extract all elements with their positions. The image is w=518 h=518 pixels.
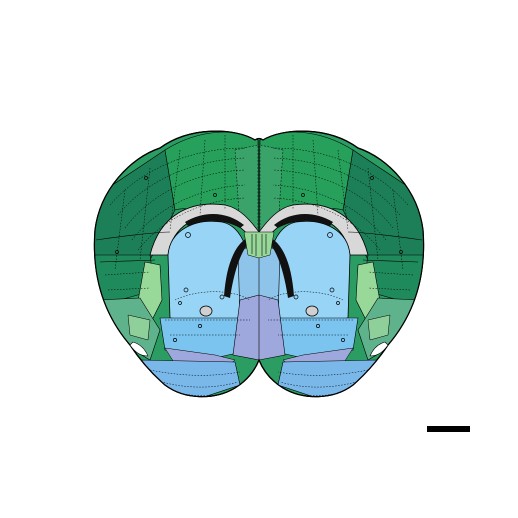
olfactory-bulb-left-tip <box>127 314 151 341</box>
brain-outline-stroke <box>93 130 425 398</box>
cingulate-left <box>234 144 259 233</box>
cingulate-right <box>259 144 284 233</box>
olfactory-bulb-right-tip <box>367 314 391 341</box>
ventral-notch-left <box>129 341 149 357</box>
septal-stripes <box>251 234 267 256</box>
fiber-cap-left <box>185 214 244 228</box>
fiber-cap-right <box>274 214 333 228</box>
vessel-markers <box>115 176 403 342</box>
cortical-layers-left <box>104 135 246 291</box>
cortical-layers-right <box>272 135 414 291</box>
fiber-tract-right <box>267 238 294 298</box>
ventral-notch-right <box>369 341 389 357</box>
anterior-commissure-right <box>305 305 319 317</box>
ventral-striatum-right <box>267 317 359 359</box>
septal-green-patch <box>243 231 275 259</box>
fiber-tract-left <box>224 238 251 298</box>
olfactory-tubercle-right <box>277 359 379 397</box>
cortical-boundaries <box>95 140 423 395</box>
olfactory-tubercle-left <box>139 359 241 397</box>
scale-bar <box>427 426 470 432</box>
ventral-striatum-left <box>159 317 251 359</box>
anterior-commissure-left <box>199 305 213 317</box>
